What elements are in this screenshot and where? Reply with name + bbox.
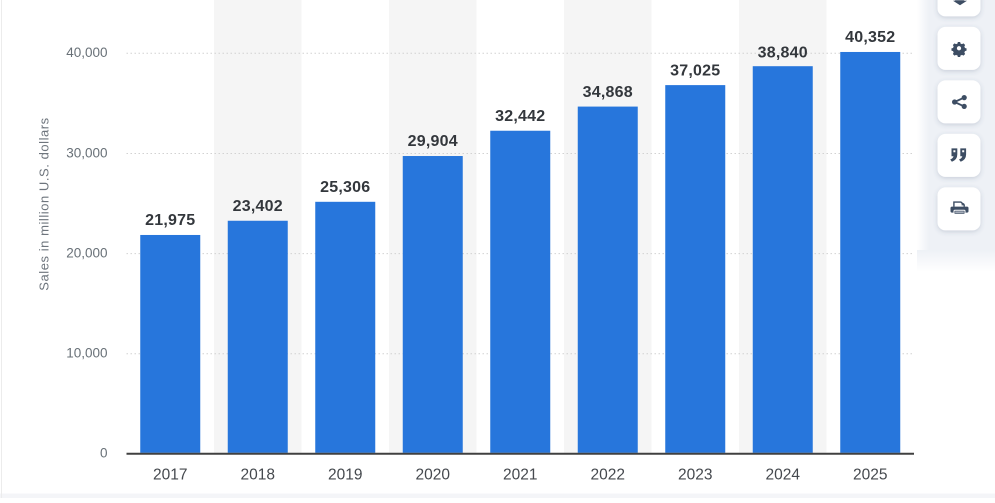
svg-text:21,975: 21,975: [145, 212, 195, 229]
svg-text:30,000: 30,000: [66, 145, 107, 160]
svg-text:37,025: 37,025: [670, 62, 720, 79]
svg-text:Sales in million U.S. dollars: Sales in million U.S. dollars: [37, 117, 52, 290]
svg-text:2020: 2020: [416, 467, 451, 484]
svg-text:10,000: 10,000: [66, 346, 107, 361]
svg-text:32,442: 32,442: [495, 108, 545, 125]
svg-text:2022: 2022: [591, 467, 625, 484]
svg-text:40,000: 40,000: [66, 45, 107, 60]
svg-text:2021: 2021: [503, 467, 537, 484]
svg-text:2017: 2017: [153, 467, 187, 484]
svg-text:2025: 2025: [853, 467, 887, 484]
svg-text:2024: 2024: [766, 467, 801, 484]
svg-text:38,840: 38,840: [758, 45, 808, 62]
svg-text:2023: 2023: [678, 467, 712, 484]
svg-text:2018: 2018: [241, 467, 275, 484]
svg-text:20,000: 20,000: [66, 245, 107, 260]
svg-text:29,904: 29,904: [408, 133, 458, 150]
svg-text:0: 0: [100, 446, 108, 461]
svg-text:34,868: 34,868: [583, 84, 633, 101]
svg-text:23,402: 23,402: [233, 198, 283, 215]
svg-text:25,306: 25,306: [320, 179, 370, 196]
svg-text:2019: 2019: [328, 467, 362, 484]
svg-text:40,352: 40,352: [845, 29, 895, 46]
